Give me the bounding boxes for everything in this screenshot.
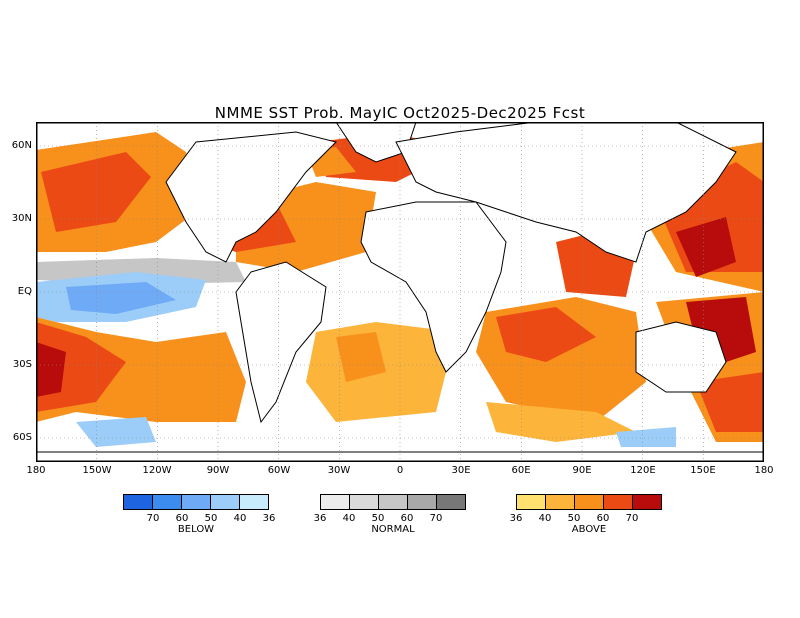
lon-label: 90E [572,465,592,476]
legend-swatch [437,495,465,509]
gridlines [36,122,764,462]
legend-tick: 40 [233,513,247,524]
legend-tick: 60 [400,513,414,524]
legend-tick: 40 [538,513,552,524]
lat-label-30n: 30N [11,213,32,224]
legend-tick: 40 [342,513,356,524]
legend-swatch [575,495,604,509]
lat-label-60s: 60S [12,432,32,443]
legend-swatch [211,495,240,509]
legend-swatch [379,495,408,509]
map-title: NMME SST Prob. MayIC Oct2025-Dec2025 Fcs… [214,104,586,122]
legend-swatch [517,495,546,509]
map-frame [36,122,764,462]
legend-name-normal: NORMAL [371,524,415,535]
lon-label: 0 [396,465,404,476]
legend-swatch [153,495,182,509]
lon-label: 60W [267,465,291,476]
legend-tick: 60 [175,513,189,524]
lon-label: 60E [511,465,531,476]
legend-swatch [124,495,153,509]
lon-label: 180 [26,465,46,476]
legend-tick: 36 [262,513,276,524]
legend-swatch [546,495,575,509]
legend-swatch [633,495,661,509]
lat-label-eq: EQ [17,286,32,297]
coastlines [36,122,764,462]
legend-tick: 50 [204,513,218,524]
sst-probability-map [36,122,764,462]
legend-swatch [604,495,633,509]
legend-swatch [182,495,211,509]
legend-name-below: BELOW [177,524,215,535]
lon-label: 30W [327,465,351,476]
lon-label: 150W [82,465,112,476]
legend-tick: 50 [567,513,581,524]
lon-label: 180 [754,465,774,476]
legend-tick: 70 [429,513,443,524]
legend-name-above: ABOVE [571,524,607,535]
legend-swatch [240,495,268,509]
legend-tick: 36 [509,513,523,524]
lon-label: 120E [630,465,656,476]
legend-swatch [321,495,350,509]
legend-normal: 36 40 50 60 70 NORMAL [314,494,466,535]
legend-tick: 60 [596,513,610,524]
legend-swatch [350,495,379,509]
legend-above: 36 40 50 60 70 ABOVE [510,494,662,535]
legend-tick: 36 [313,513,327,524]
legend-tick: 50 [371,513,385,524]
lat-label-60n: 60N [11,140,32,151]
lon-label: 120W [142,465,172,476]
lat-label-30s: 30S [12,359,32,370]
legend-swatch [408,495,437,509]
legend-tick: 70 [625,513,639,524]
lon-label: 150E [690,465,716,476]
legend-tick: 70 [146,513,160,524]
legend-below: 70 60 50 40 36 BELOW [123,494,275,535]
lon-label: 90W [206,465,230,476]
lon-label: 30E [451,465,471,476]
